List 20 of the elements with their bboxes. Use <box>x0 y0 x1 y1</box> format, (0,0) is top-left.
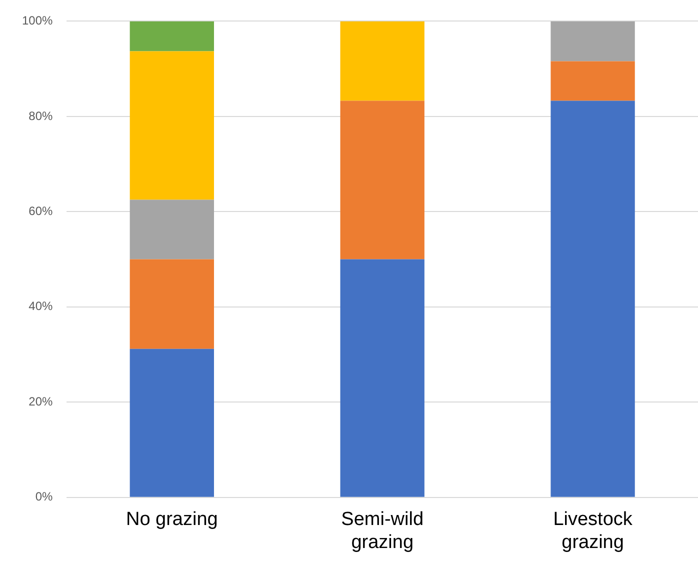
bar <box>550 21 635 62</box>
bar <box>130 51 214 200</box>
bar <box>340 259 424 497</box>
y-tick-label: 60% <box>28 204 54 218</box>
bar <box>340 100 424 260</box>
bar <box>550 100 635 497</box>
bar <box>550 61 635 101</box>
x-tick-label: No grazing <box>126 509 218 530</box>
y-tick-label: 80% <box>28 108 54 123</box>
bar <box>130 21 214 52</box>
y-tick-label: 40% <box>28 299 54 314</box>
bar <box>340 21 424 101</box>
y-tick-label: 0% <box>35 490 54 504</box>
bar <box>130 200 214 260</box>
x-tick-label: Livestock grazing <box>553 509 633 553</box>
x-tick-label: Semi-wild grazing <box>341 509 424 553</box>
y-tick-label: 20% <box>28 394 54 408</box>
bar <box>130 259 214 349</box>
bar <box>130 348 214 497</box>
y-tick-label: 100% <box>22 14 54 28</box>
